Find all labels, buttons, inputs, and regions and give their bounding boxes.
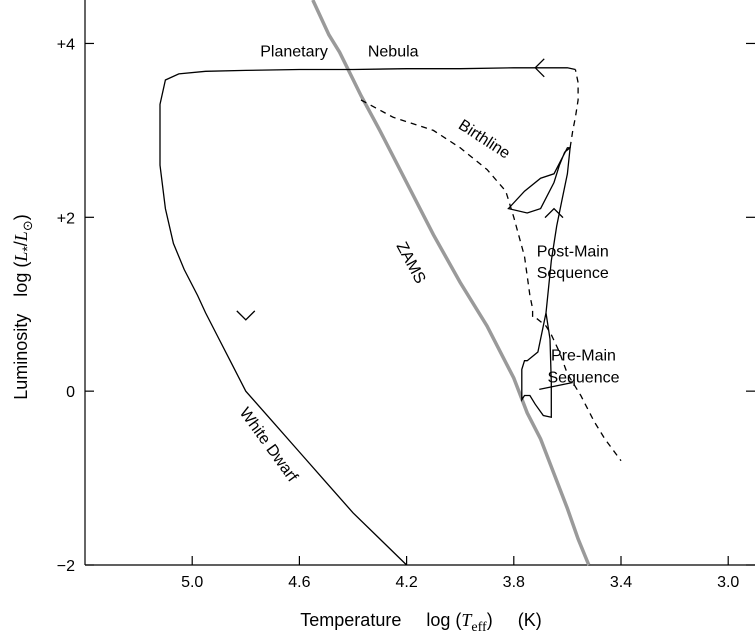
- x-tick-label: 4.6: [288, 574, 310, 591]
- y-tick-label: +4: [57, 36, 75, 53]
- axes: [84, 0, 755, 566]
- y-axis-title: Luminosity log (L*/L⊙): [11, 214, 35, 399]
- y-axis-formula-suffix: ): [11, 214, 31, 220]
- x-axis-unit: (K): [518, 610, 542, 630]
- ticks: 5.0 4.6 4.2 3.8 3.4 3.0 +4 +2 0 −2: [57, 36, 755, 591]
- x-axis-title: Temperature log (Teff) (K): [300, 610, 541, 635]
- annotation-7: Sequence: [547, 369, 619, 386]
- x-axis-quantity: Temperature: [300, 610, 401, 630]
- annotation-2: Birthline: [455, 117, 513, 163]
- annotation-0: Planetary: [260, 44, 328, 61]
- x-tick-label: 4.2: [395, 574, 417, 591]
- y-axis-subscript: *: [19, 246, 35, 252]
- series-line-0: [311, 0, 591, 566]
- x-tick-label: 3.0: [717, 574, 739, 591]
- x-axis-symbol: T: [461, 610, 473, 630]
- arrow-white-dwarf: [236, 310, 256, 321]
- x-tick-label: 3.4: [610, 574, 632, 591]
- series-line-2: [507, 146, 571, 419]
- y-axis-quantity: Luminosity: [11, 314, 31, 400]
- series-line-1: [360, 99, 622, 462]
- annotation-5: Sequence: [537, 265, 609, 282]
- annotation-4: Post-Main: [537, 243, 609, 260]
- pre-main-pointer-line: [539, 381, 573, 391]
- annotation-6: Pre-Main: [551, 348, 616, 365]
- y-tick-label: −2: [57, 558, 75, 575]
- series-line-4: [159, 67, 576, 566]
- y-axis-subscript-2: ⊙: [20, 220, 35, 231]
- arrow-markers: [236, 58, 564, 321]
- annotation-1: Nebula: [368, 44, 419, 61]
- y-tick-label: 0: [66, 384, 75, 401]
- y-axis-symbol-2: L: [11, 231, 31, 242]
- series-group: [159, 0, 622, 566]
- x-tick-label: 5.0: [181, 574, 203, 591]
- annotations: Planetary Nebula Birthline ZAMS Post-Main Seq…: [236, 44, 620, 486]
- x-axis-formula-prefix: log (: [426, 610, 461, 630]
- arrow-post-main-sequence: [544, 207, 564, 219]
- y-tick-label: +2: [57, 210, 75, 227]
- annotation-3: ZAMS: [393, 239, 429, 286]
- y-axis-separator: /: [11, 241, 31, 246]
- x-axis-formula-suffix: ): [487, 610, 493, 630]
- x-axis-subscript: eff: [471, 620, 487, 635]
- series-line-3: [569, 69, 579, 148]
- y-axis-formula-prefix: log (: [11, 262, 31, 297]
- y-axis-symbol: L: [11, 252, 31, 263]
- x-tick-label: 3.8: [503, 574, 525, 591]
- arrow-planetary-nebula: [534, 58, 545, 78]
